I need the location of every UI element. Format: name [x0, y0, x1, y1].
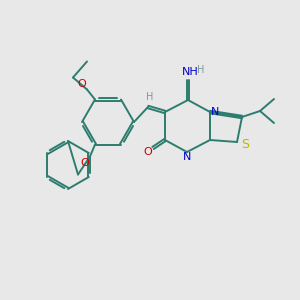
Text: O: O [144, 147, 152, 157]
Text: O: O [78, 80, 86, 89]
Text: N: N [211, 107, 219, 117]
Text: O: O [81, 158, 89, 167]
Text: N: N [183, 152, 191, 162]
Text: H: H [146, 92, 154, 102]
Text: H: H [197, 65, 205, 75]
Text: S: S [241, 139, 249, 152]
Text: NH: NH [182, 67, 198, 77]
